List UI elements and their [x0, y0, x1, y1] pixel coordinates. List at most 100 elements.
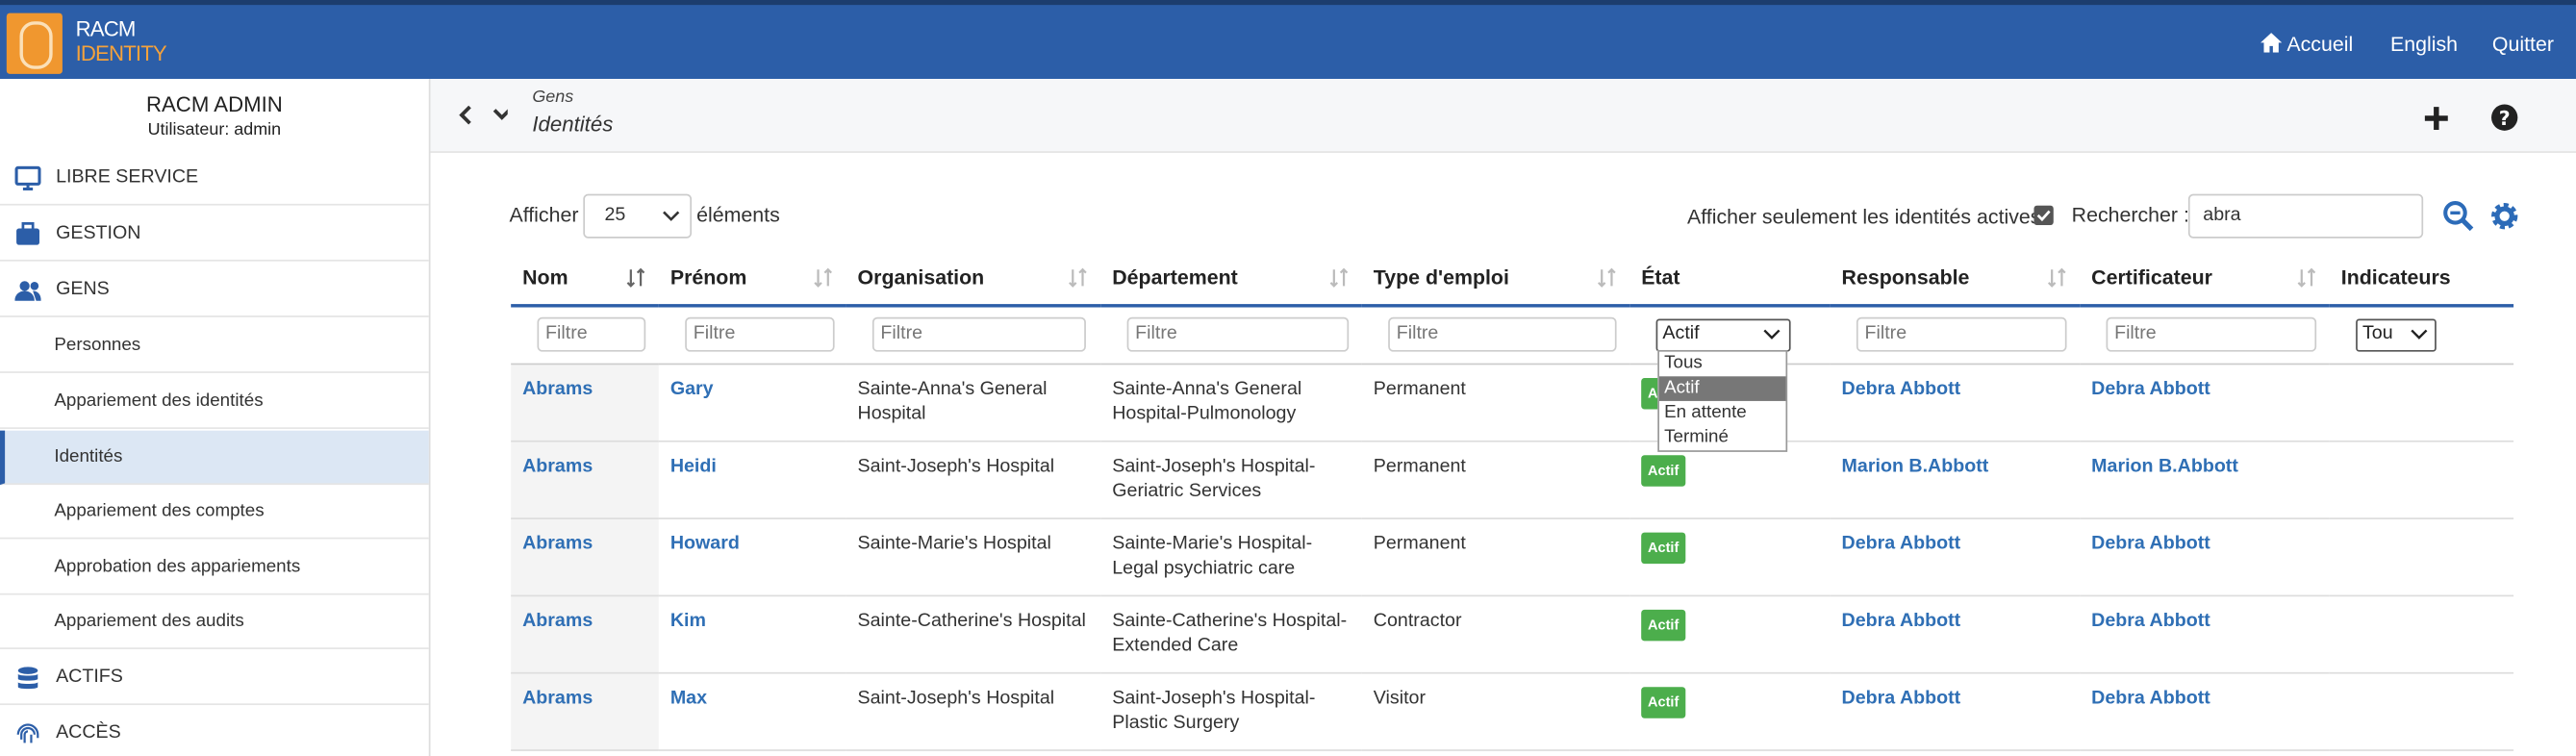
cell-link[interactable]: Debra Abbott [1841, 379, 1961, 400]
column-header[interactable]: Prénom [658, 251, 846, 308]
breadcrumb-parent[interactable]: Gens [532, 87, 574, 108]
column-header[interactable]: Responsable [1830, 251, 2081, 308]
dropdown-option[interactable]: Actif [1658, 376, 1786, 401]
cell-link[interactable]: Abrams [522, 534, 593, 554]
nav-link[interactable]: Accueil [2286, 33, 2354, 57]
cell: Debra Abbott [1830, 364, 2081, 442]
active-checkbox[interactable] [2033, 205, 2054, 226]
sort-icon[interactable] [626, 267, 645, 289]
sort-icon[interactable] [2047, 267, 2066, 289]
cell: Permanent [1361, 364, 1630, 442]
cell-link[interactable]: Marion B.Abbott [2091, 457, 2238, 477]
cell-link[interactable]: Marion B.Abbott [1841, 457, 1989, 477]
sort-icon[interactable] [1329, 267, 1349, 289]
cell: Abrams [511, 672, 659, 751]
cell-link[interactable]: Debra Abbott [2091, 611, 2210, 632]
filter-input[interactable]: Filtre [1126, 316, 1350, 352]
menu-section[interactable]: ACCÈS [0, 706, 429, 756]
menu-section[interactable]: ACTIFS [0, 650, 429, 705]
search-input[interactable]: abra [2187, 193, 2424, 239]
cell [2329, 672, 2514, 751]
indicator-filter[interactable]: Tou [2356, 318, 2437, 352]
filter-input[interactable]: Filtre [2106, 316, 2317, 352]
table-row: Abrams Kim Sainte-Catherine's Hospital Sain… [511, 595, 2514, 674]
cell-link[interactable]: Heidi [669, 457, 717, 477]
nav-link[interactable]: English [2389, 33, 2459, 57]
cell-text: Saint-Joseph's Hospital [857, 457, 1055, 477]
sidebar-user: Utilisateur: admin [147, 119, 282, 140]
cell-link[interactable]: Debra Abbott [1841, 534, 1961, 554]
search-button[interactable] [2443, 200, 2474, 232]
cell-text: Permanent [1373, 379, 1466, 400]
filter-cell: Filtre [1361, 305, 1630, 365]
nav-link[interactable]: Quitter [2491, 33, 2554, 57]
menu-item[interactable]: Appariement des audits [0, 595, 429, 649]
filter-cell: Filtre [511, 305, 659, 365]
filter-input[interactable]: Filtre [1856, 316, 2067, 352]
menu-label: ACTIFS [56, 666, 123, 687]
menu-item[interactable]: Identités [0, 429, 429, 485]
filter-input[interactable]: Filtre [537, 316, 646, 352]
cell-text: Saint-Joseph's Hospital-Plastic Surgery [1112, 688, 1316, 734]
search-value: abra [2203, 205, 2241, 226]
state-filter[interactable]: Actif [1655, 318, 1791, 352]
cell-link[interactable]: Abrams [522, 611, 593, 632]
menu-label: GENS [56, 279, 110, 299]
dropdown-option[interactable]: En attente [1664, 402, 1747, 423]
menu-item[interactable]: Appariement des comptes [0, 485, 429, 540]
cell-link[interactable]: Debra Abbott [2091, 534, 2210, 554]
page-size-select[interactable]: 25 [583, 193, 693, 239]
column-header[interactable]: Certificateur [2080, 251, 2330, 308]
filter-input[interactable]: Filtre [871, 316, 1086, 352]
menu-item[interactable]: Personnes [0, 318, 429, 373]
column-header[interactable]: Organisation [846, 251, 1101, 308]
menu-section[interactable]: GESTION [0, 207, 429, 262]
column-header[interactable]: Département [1100, 251, 1362, 308]
cell-link[interactable]: Abrams [522, 457, 593, 477]
sort-icon[interactable] [2297, 267, 2316, 289]
filter-input[interactable]: Filtre [1388, 316, 1617, 352]
cell-link[interactable]: Howard [669, 534, 740, 554]
cell-link[interactable]: Abrams [522, 379, 593, 400]
cell-link[interactable]: Debra Abbott [2091, 379, 2210, 400]
label: éléments [696, 203, 780, 227]
cell-link[interactable]: Debra Abbott [1841, 688, 1961, 709]
cell: Sainte-Marie's Hospital [846, 518, 1101, 597]
cell-text: Sainte-Catherine's Hospital [857, 611, 1086, 632]
filter-input[interactable]: Filtre [685, 316, 835, 352]
cell: Debra Abbott [2080, 364, 2330, 442]
cell-text: Sainte-Catherine's Hospital-Extended Car… [1112, 611, 1348, 656]
sort-icon[interactable] [813, 267, 832, 289]
add-button[interactable] [2423, 105, 2449, 131]
cell-text: Visitor [1373, 688, 1427, 709]
cell-text: Sainte-Marie's Hospital-Legal psychiatri… [1112, 534, 1313, 579]
sort-icon[interactable] [1597, 267, 1616, 289]
nav-arrows[interactable] [459, 105, 508, 125]
cell: Marion B.Abbott [2080, 441, 2330, 519]
column-header[interactable]: Nom [511, 251, 659, 308]
table-row: Abrams Max Saint-Joseph's Hospital Saint-Jo… [511, 672, 2514, 751]
cell-link[interactable]: Abrams [522, 688, 593, 709]
menu-section[interactable]: LIBRE SERVICE [0, 151, 429, 206]
menu-item[interactable]: Approbation des appariements [0, 540, 429, 594]
cell-link[interactable]: Max [669, 688, 708, 709]
cell: Saint-Joseph's Hospital [846, 672, 1101, 751]
column-header[interactable]: Type d'emploi [1361, 251, 1630, 308]
dropdown-option[interactable]: Terminé [1664, 427, 1729, 447]
cell-link[interactable]: Kim [669, 611, 706, 632]
menu-section[interactable]: GENS [0, 263, 429, 317]
menu-label: ACCÈS [56, 721, 121, 743]
logo-icon [6, 13, 63, 74]
state-dropdown[interactable]: Tous Actif En attente Terminé [1657, 349, 1788, 452]
home-icon [2260, 33, 2283, 53]
cell: Gary [658, 364, 846, 442]
cell-link[interactable]: Gary [669, 379, 714, 400]
cell-link[interactable]: Debra Abbott [2091, 688, 2210, 709]
dropdown-option[interactable]: Tous [1664, 353, 1703, 373]
help-button[interactable]: ? [2490, 104, 2518, 132]
settings-button[interactable] [2488, 200, 2519, 231]
column-header: État [1629, 251, 1831, 308]
cell-link[interactable]: Debra Abbott [1841, 611, 1961, 632]
sort-icon[interactable] [1068, 267, 1087, 289]
menu-item[interactable]: Appariement des identités [0, 375, 429, 429]
